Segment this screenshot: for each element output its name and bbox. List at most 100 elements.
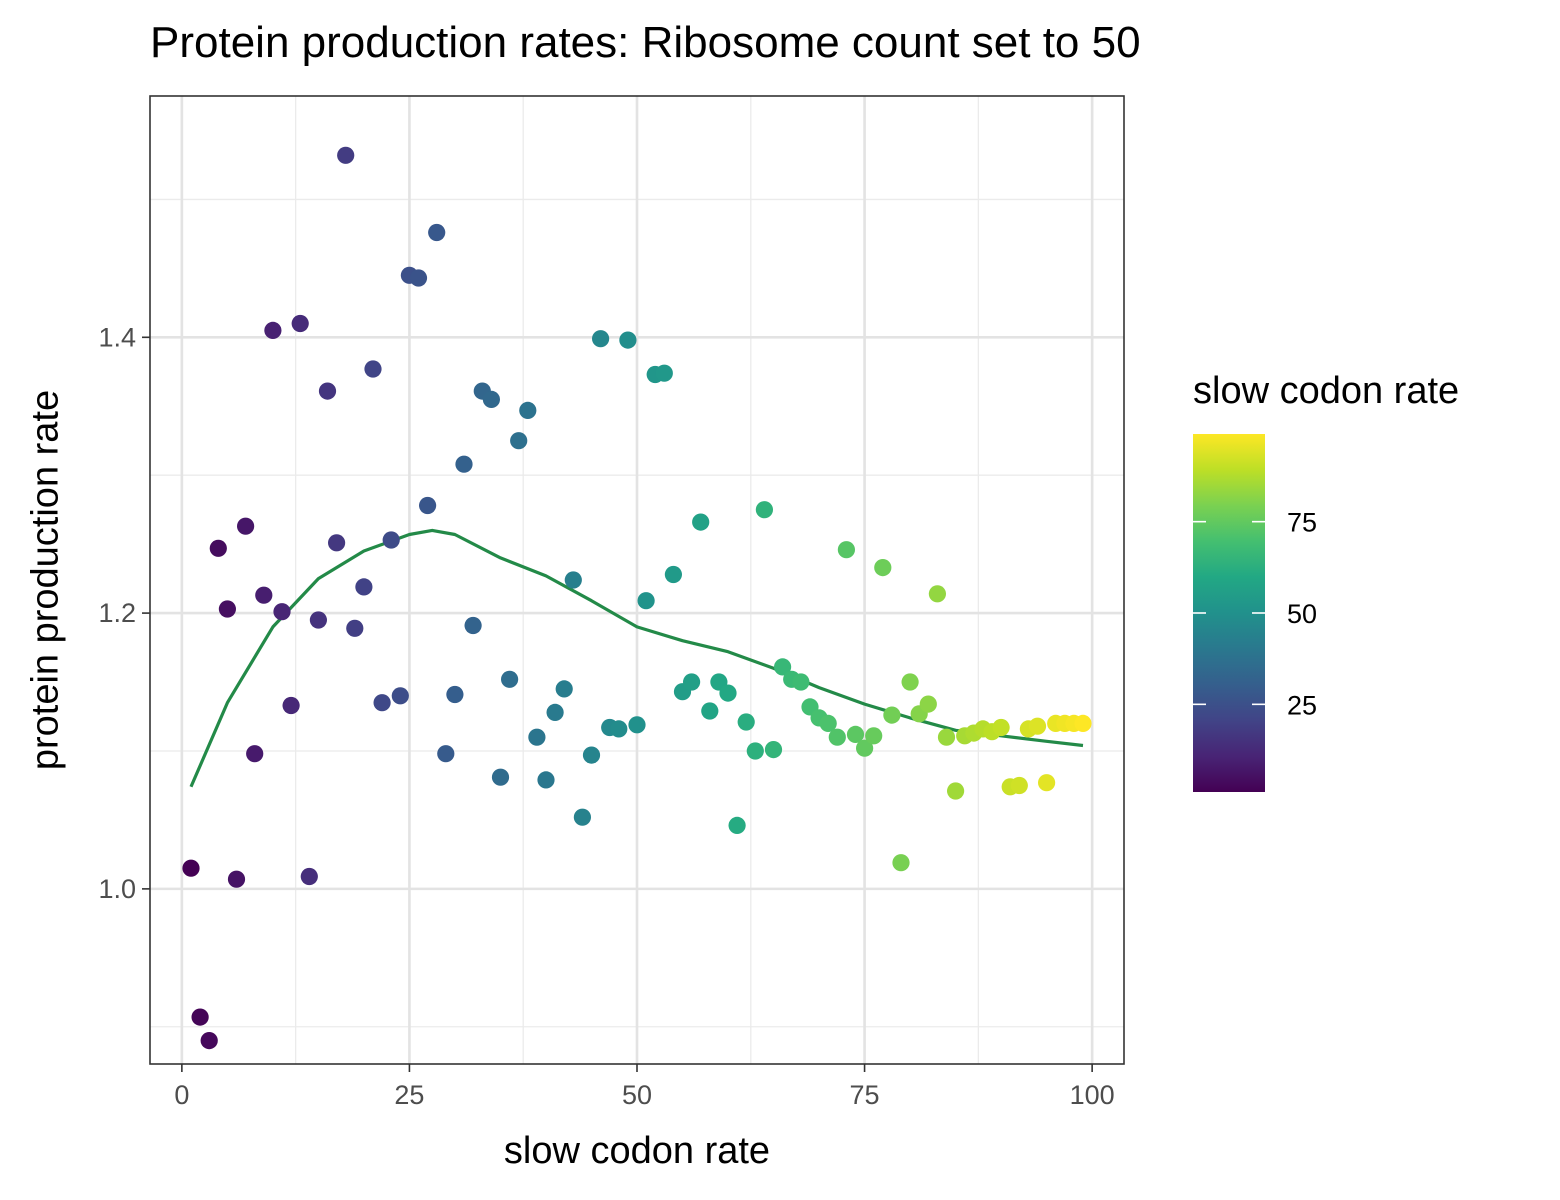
data-point xyxy=(291,314,309,333)
data-point xyxy=(837,541,856,559)
data-point xyxy=(865,727,883,745)
data-point xyxy=(437,745,455,763)
data-point xyxy=(792,673,810,691)
axes: 0 25 50 75 100 1.0 1.2 1.4 xyxy=(98,322,1114,1110)
data-point xyxy=(992,718,1010,737)
data-point xyxy=(637,592,655,610)
data-point xyxy=(391,687,409,705)
data-point xyxy=(409,269,428,287)
data-point xyxy=(883,706,901,724)
data-point xyxy=(555,680,573,698)
data-point xyxy=(746,742,764,760)
data-point xyxy=(382,531,400,549)
data-point xyxy=(318,382,337,400)
smooth-trend-line xyxy=(189,528,1084,788)
data-point xyxy=(564,571,582,589)
data-point xyxy=(701,702,719,720)
data-point xyxy=(182,859,200,877)
data-point xyxy=(546,703,564,722)
data-point xyxy=(1010,776,1028,795)
data-point xyxy=(947,782,965,800)
data-point xyxy=(237,517,255,535)
data-point xyxy=(337,146,355,164)
x-tick-label: 25 xyxy=(394,1080,424,1110)
data-point xyxy=(200,1032,218,1050)
data-point xyxy=(446,685,464,704)
x-axis-title: slow codon rate xyxy=(503,1130,771,1172)
data-point xyxy=(774,658,792,676)
data-point xyxy=(428,223,446,242)
data-point xyxy=(755,501,774,519)
data-point xyxy=(300,867,318,886)
x-tick-label: 100 xyxy=(1070,1080,1115,1110)
data-point xyxy=(491,768,510,786)
data-points xyxy=(182,146,1092,1050)
data-point xyxy=(209,539,227,557)
data-point xyxy=(828,728,846,746)
data-point xyxy=(419,496,437,515)
data-point xyxy=(373,694,391,712)
data-point xyxy=(464,616,482,635)
data-point xyxy=(218,600,236,618)
data-point xyxy=(582,746,601,764)
data-point xyxy=(664,565,683,584)
data-point xyxy=(246,745,264,763)
legend-tick-label: 50 xyxy=(1287,599,1317,629)
y-tick-label: 1.2 xyxy=(98,598,136,628)
data-point xyxy=(355,578,373,596)
data-point xyxy=(227,870,246,888)
data-point xyxy=(683,673,701,691)
smooth-curve-layer xyxy=(189,528,1084,788)
data-point xyxy=(501,670,519,688)
data-point xyxy=(928,585,947,603)
data-point xyxy=(892,854,910,872)
chart-title: Protein production rates: Ribosome count… xyxy=(150,18,1141,67)
data-point xyxy=(1074,714,1092,733)
data-point xyxy=(528,728,546,746)
data-point xyxy=(610,720,628,738)
data-point xyxy=(919,695,937,713)
data-point xyxy=(1038,774,1056,792)
data-point xyxy=(519,401,537,419)
color-legend: 25 50 75 xyxy=(1193,434,1317,792)
legend-title: slow codon rate xyxy=(1193,370,1460,412)
data-point xyxy=(364,360,382,378)
data-point xyxy=(628,716,646,734)
legend-tick-label: 25 xyxy=(1287,690,1317,720)
data-point xyxy=(846,725,865,744)
data-point xyxy=(764,741,783,759)
data-point xyxy=(692,513,710,531)
data-point xyxy=(455,455,473,473)
data-point xyxy=(619,331,637,349)
data-point xyxy=(901,673,919,691)
data-point xyxy=(510,432,528,450)
data-point xyxy=(655,364,673,382)
data-point xyxy=(874,559,892,577)
data-point xyxy=(856,739,874,757)
data-point xyxy=(719,684,737,702)
data-point xyxy=(737,713,755,731)
y-tick-label: 1.4 xyxy=(98,322,136,352)
y-tick-label: 1.0 xyxy=(98,874,136,904)
data-point xyxy=(728,816,746,835)
y-axis-title: protein production rate xyxy=(24,389,67,771)
data-point xyxy=(309,611,327,629)
x-tick-label: 50 xyxy=(622,1080,652,1110)
data-point xyxy=(328,534,346,552)
data-point xyxy=(482,390,500,408)
data-point xyxy=(264,321,282,339)
data-point xyxy=(255,586,273,604)
data-point xyxy=(1028,717,1047,735)
data-point xyxy=(537,771,555,789)
x-tick-label: 75 xyxy=(850,1080,880,1110)
x-tick-label: 0 xyxy=(174,1080,189,1110)
data-point xyxy=(592,330,610,348)
data-point xyxy=(937,728,956,746)
data-point xyxy=(346,619,364,637)
grid-lines xyxy=(150,96,1124,1064)
legend-tick-label: 75 xyxy=(1287,508,1317,538)
data-point xyxy=(573,808,592,826)
data-point xyxy=(191,1008,209,1026)
data-point xyxy=(282,696,300,715)
